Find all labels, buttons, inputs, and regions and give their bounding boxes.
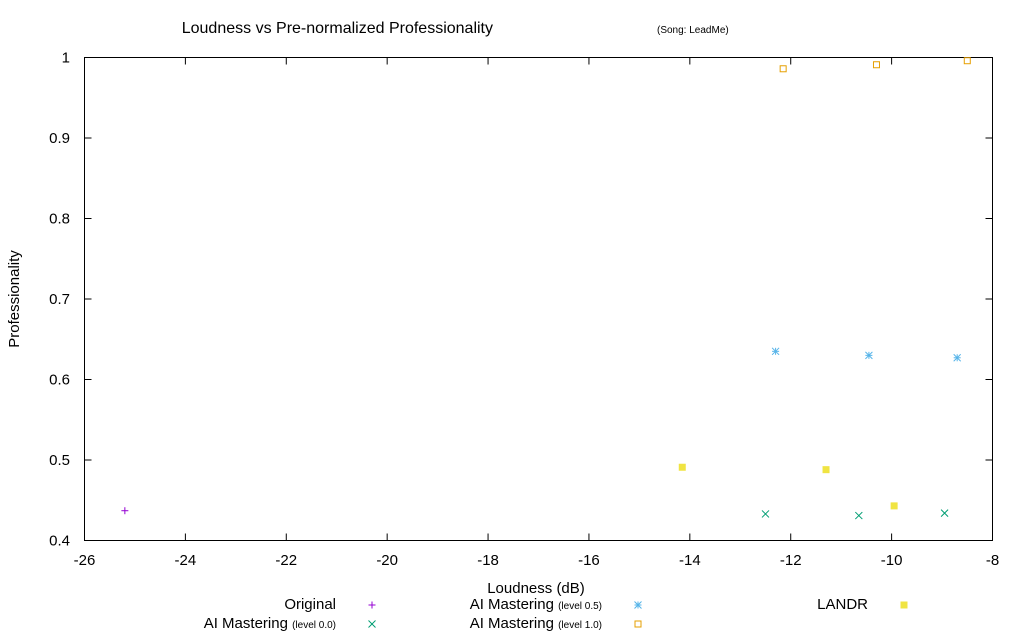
data-point — [963, 57, 971, 65]
data-point — [678, 463, 686, 471]
chart-title: Loudness vs Pre-normalized Professionali… — [182, 20, 493, 37]
y-axis: 0.4 0.5 0.6 0.7 0.8 0.9 1 — [49, 50, 993, 550]
data-point — [940, 509, 949, 517]
x-axis: -26 -24 -22 -20 -18 -16 -14 -12 -10 -8 — [74, 57, 999, 569]
data-points — [121, 57, 971, 520]
legend-marker — [634, 601, 642, 609]
legend-marker — [900, 601, 908, 609]
y-tick-label: 0.9 — [49, 130, 70, 147]
data-point — [121, 507, 129, 515]
plot-frame — [84, 57, 993, 541]
y-tick-label: 1 — [62, 50, 70, 67]
legend-label: AI Mastering (level 0.0) — [204, 615, 336, 632]
data-point — [865, 351, 873, 360]
legend-label: AI Mastering (level 0.5) — [470, 596, 602, 613]
data-point — [761, 510, 770, 518]
data-point — [771, 347, 780, 356]
x-tick-label: -10 — [881, 552, 903, 569]
data-point — [854, 511, 863, 520]
data-point — [953, 353, 962, 362]
data-point — [890, 502, 898, 510]
x-axis-label: Loudness (dB) — [487, 580, 585, 597]
x-tick-label: -24 — [175, 552, 197, 569]
legend-marker — [368, 620, 376, 628]
y-axis-label: Professionality — [6, 250, 23, 348]
y-tick-label: 0.7 — [49, 291, 70, 308]
y-tick-label: 0.6 — [49, 372, 70, 389]
chart-subtitle: (Song: LeadMe) — [657, 25, 729, 36]
x-tick-label: -12 — [780, 552, 802, 569]
x-tick-label: -22 — [275, 552, 297, 569]
x-tick-label: -26 — [74, 552, 96, 569]
y-tick-label: 0.5 — [49, 452, 70, 469]
data-point — [779, 65, 787, 73]
legend-label: LANDR — [817, 596, 868, 613]
legend-label: AI Mastering (level 1.0) — [470, 615, 602, 632]
legend-label: Original — [284, 596, 336, 613]
data-point — [872, 61, 880, 69]
legend: Original AI Mastering (level 0.0) AI Maste… — [204, 596, 908, 632]
legend-marker — [634, 620, 642, 628]
x-tick-label: -18 — [477, 552, 499, 569]
legend-marker — [368, 601, 376, 609]
y-tick-label: 0.4 — [49, 533, 70, 550]
x-tick-label: -16 — [578, 552, 600, 569]
x-tick-label: -14 — [679, 552, 701, 569]
data-point — [822, 466, 830, 474]
x-tick-label: -20 — [376, 552, 398, 569]
x-tick-label: -8 — [986, 552, 999, 569]
y-tick-label: 0.8 — [49, 211, 70, 228]
